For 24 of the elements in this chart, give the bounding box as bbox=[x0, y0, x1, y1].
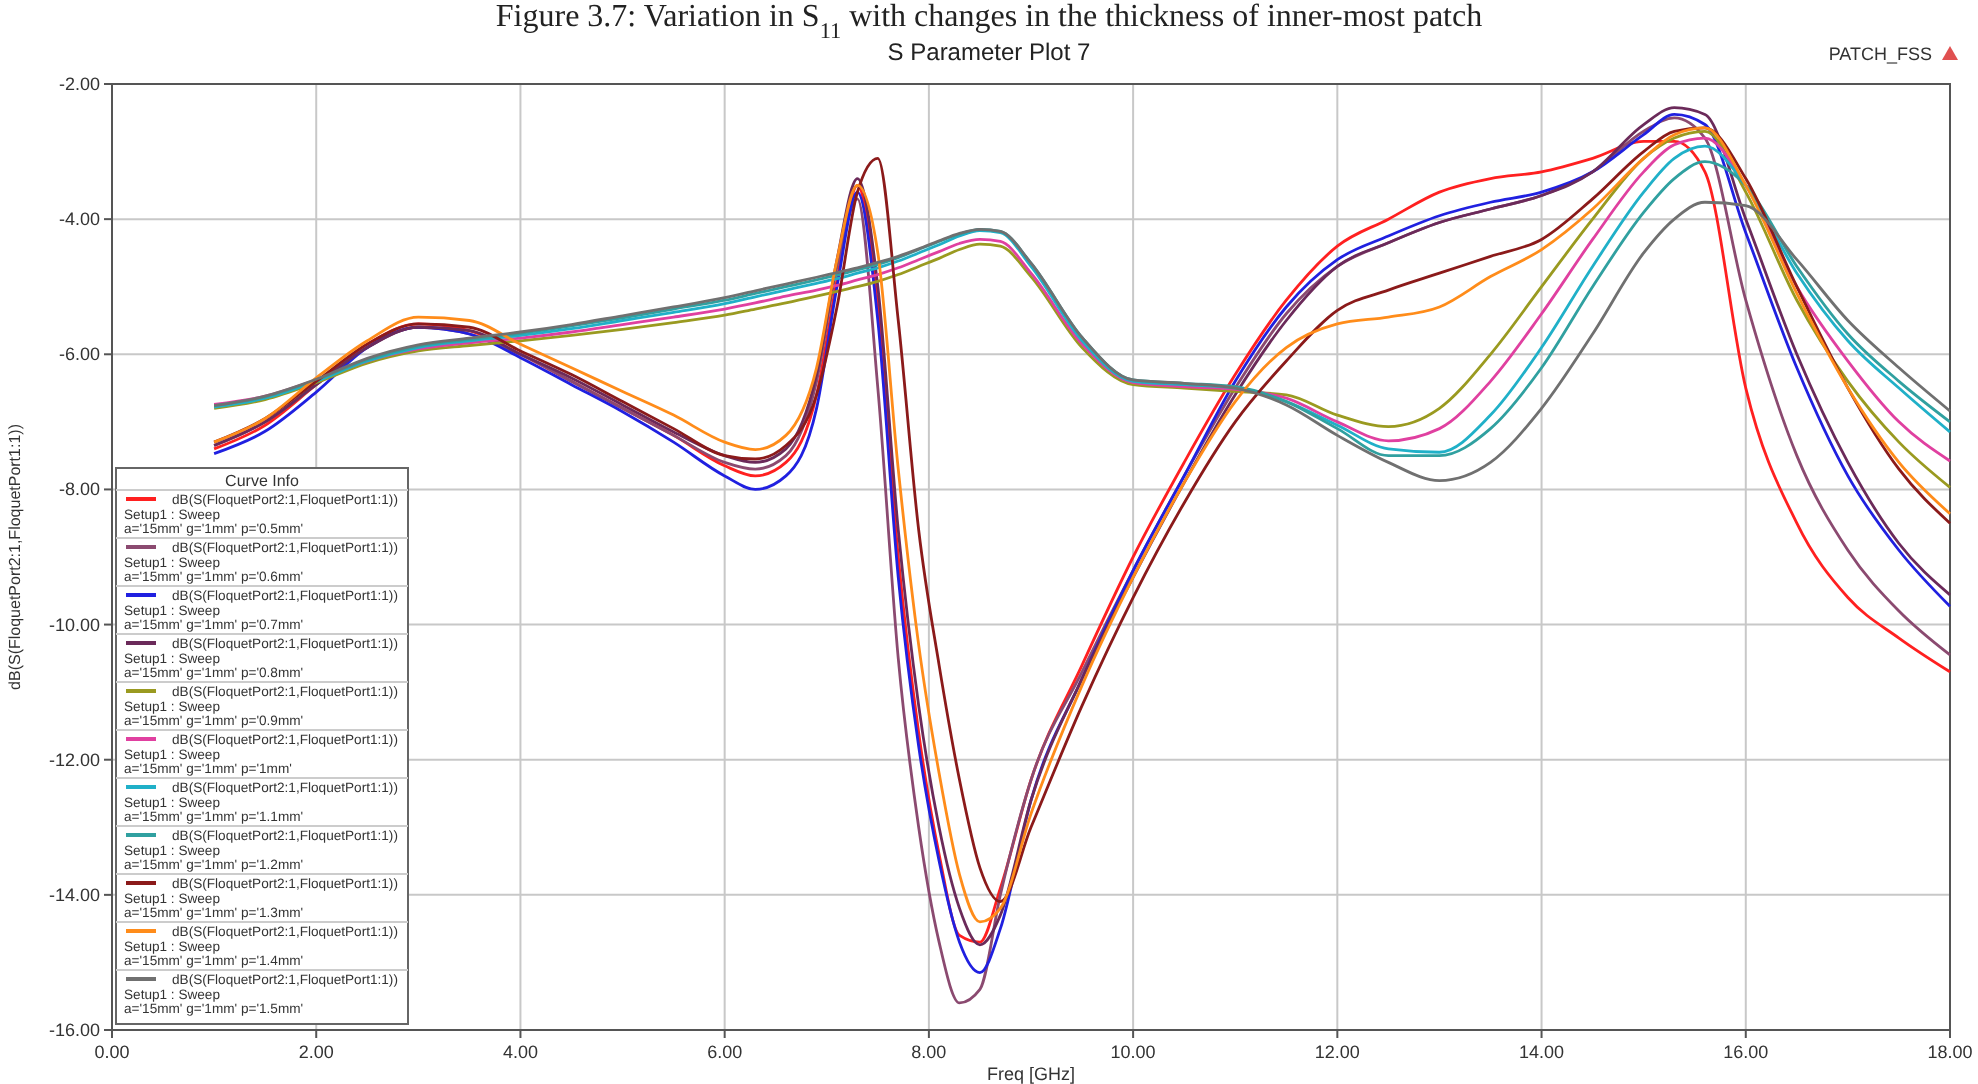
x-tick-label: 10.00 bbox=[1110, 1042, 1156, 1062]
y-tick-label: -4.00 bbox=[58, 209, 100, 230]
x-tick-label: 14.00 bbox=[1519, 1042, 1565, 1062]
x-tick-label: 8.00 bbox=[911, 1042, 947, 1062]
y-tick-label: -8.00 bbox=[58, 479, 100, 500]
x-tick-label: 4.00 bbox=[502, 1042, 538, 1062]
y-axis-title: dB(S(FloquetPort2:1,FloquetPort1:1)) bbox=[6, 423, 24, 690]
legend-title: Curve Info bbox=[225, 472, 301, 490]
x-tick-label: 0.00 bbox=[94, 1042, 130, 1062]
chart-title: S Parameter Plot 7 bbox=[887, 38, 1092, 66]
y-tick-label: -10.00 bbox=[48, 614, 100, 635]
y-tick-label: -6.00 bbox=[58, 344, 100, 365]
x-tick-label: 2.00 bbox=[298, 1042, 334, 1062]
y-tick-label: -16.00 bbox=[48, 1020, 100, 1040]
caption: Figure 3.7: Variation in S$_{11}$ with changes in the thickness of inner-most patch bbox=[495, 0, 1483, 44]
x-axis-title: Freq [GHz] bbox=[986, 1064, 1076, 1084]
y-tick-label: -2.00 bbox=[58, 74, 100, 94]
x-tick-label: 18.00 bbox=[1927, 1042, 1973, 1062]
x-tick-label: 6.00 bbox=[707, 1042, 743, 1062]
x-tick-label: 12.00 bbox=[1314, 1042, 1360, 1062]
y-tick-label: -14.00 bbox=[48, 884, 100, 905]
x-tick-label: 16.00 bbox=[1723, 1042, 1769, 1062]
y-tick-label: -12.00 bbox=[48, 749, 100, 770]
text: PATCH_FSS bbox=[1828, 44, 1932, 64]
